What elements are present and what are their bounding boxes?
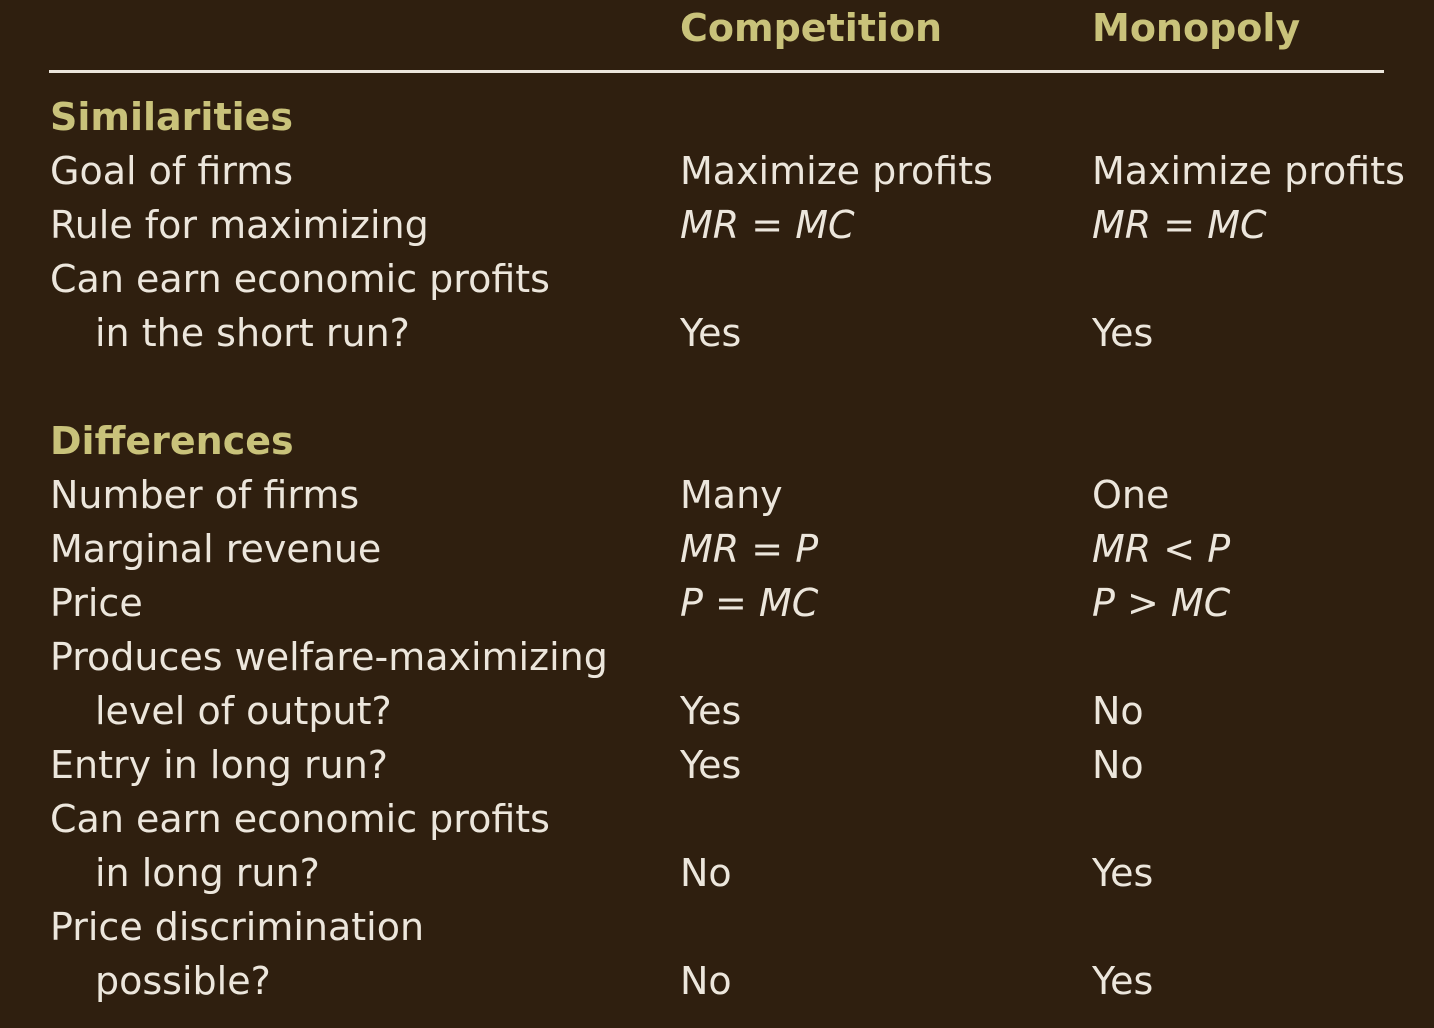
monopoly-cell: MR = MC bbox=[1092, 203, 1267, 247]
row-label: Price bbox=[50, 581, 143, 625]
competition-cell: Yes bbox=[680, 311, 742, 355]
row-label: Can earn economic profits bbox=[50, 257, 550, 301]
competition-cell: No bbox=[680, 851, 732, 895]
table-row-goal-of-firms: Goal of firms Maximize profits Maximize … bbox=[0, 144, 1434, 198]
competition-cell: Maximize profits bbox=[680, 149, 993, 193]
monopoly-cell: Yes bbox=[1092, 311, 1154, 355]
monopoly-cell: MR < P bbox=[1092, 527, 1231, 571]
row-label-continued: level of output? bbox=[95, 689, 392, 733]
table-row-rule-for-maximizing: Rule for maximizing MR = MC MR = MC bbox=[0, 198, 1434, 252]
monopoly-cell: P > MC bbox=[1092, 581, 1231, 625]
row-label: Price discrimination bbox=[50, 905, 425, 949]
table-row-marginal-revenue: Marginal revenue MR = P MR < P bbox=[0, 522, 1434, 576]
monopoly-cell: No bbox=[1092, 689, 1144, 733]
monopoly-cell: Yes bbox=[1092, 959, 1154, 1003]
section-title: Differences bbox=[50, 419, 294, 463]
competition-cell: Yes bbox=[680, 689, 742, 733]
row-label: Entry in long run? bbox=[50, 743, 388, 787]
row-label: Rule for maximizing bbox=[50, 203, 429, 247]
table-row-welfare-output: level of output? Yes No bbox=[0, 684, 1434, 738]
table-row-price: Price P = MC P > MC bbox=[0, 576, 1434, 630]
row-label: Marginal revenue bbox=[50, 527, 382, 571]
row-label-continued: in long run? bbox=[95, 851, 320, 895]
monopoly-cell: Maximize profits bbox=[1092, 149, 1405, 193]
row-label: Produces welfare-maximizing bbox=[50, 635, 608, 679]
section-heading-similarities: Similarities bbox=[0, 90, 1434, 144]
table-row-long-run-profits-line1: Can earn economic profits bbox=[0, 792, 1434, 846]
monopoly-cell: Yes bbox=[1092, 851, 1154, 895]
table-row-price-discrimination-line1: Price discrimination bbox=[0, 900, 1434, 954]
section-title: Similarities bbox=[50, 95, 294, 139]
monopoly-cell: One bbox=[1092, 473, 1170, 517]
section-heading-differences: Differences bbox=[0, 414, 1434, 468]
competition-cell: MR = P bbox=[680, 527, 819, 571]
table-row-short-run-profits-line1: Can earn economic profits bbox=[0, 252, 1434, 306]
table-row-welfare-line1: Produces welfare-maximizing bbox=[0, 630, 1434, 684]
competition-cell: Many bbox=[680, 473, 783, 517]
competition-cell: No bbox=[680, 959, 732, 1003]
header-divider bbox=[49, 70, 1384, 73]
competition-cell: Yes bbox=[680, 743, 742, 787]
table-row-short-run-profits: in the short run? Yes Yes bbox=[0, 306, 1434, 360]
table-row-entry-long-run: Entry in long run? Yes No bbox=[0, 738, 1434, 792]
monopoly-cell: No bbox=[1092, 743, 1144, 787]
column-header-monopoly: Monopoly bbox=[1092, 6, 1301, 50]
row-label: Can earn economic profits bbox=[50, 797, 550, 841]
table-row-number-of-firms: Number of firms Many One bbox=[0, 468, 1434, 522]
competition-cell: MR = MC bbox=[680, 203, 855, 247]
column-header-competition: Competition bbox=[680, 6, 943, 50]
table-row-price-discrimination: possible? No Yes bbox=[0, 954, 1434, 1008]
row-label: Goal of firms bbox=[50, 149, 294, 193]
table-row-long-run-profits: in long run? No Yes bbox=[0, 846, 1434, 900]
row-label: Number of firms bbox=[50, 473, 360, 517]
row-label-continued: in the short run? bbox=[95, 311, 410, 355]
competition-cell: P = MC bbox=[680, 581, 819, 625]
row-label-continued: possible? bbox=[95, 959, 271, 1003]
